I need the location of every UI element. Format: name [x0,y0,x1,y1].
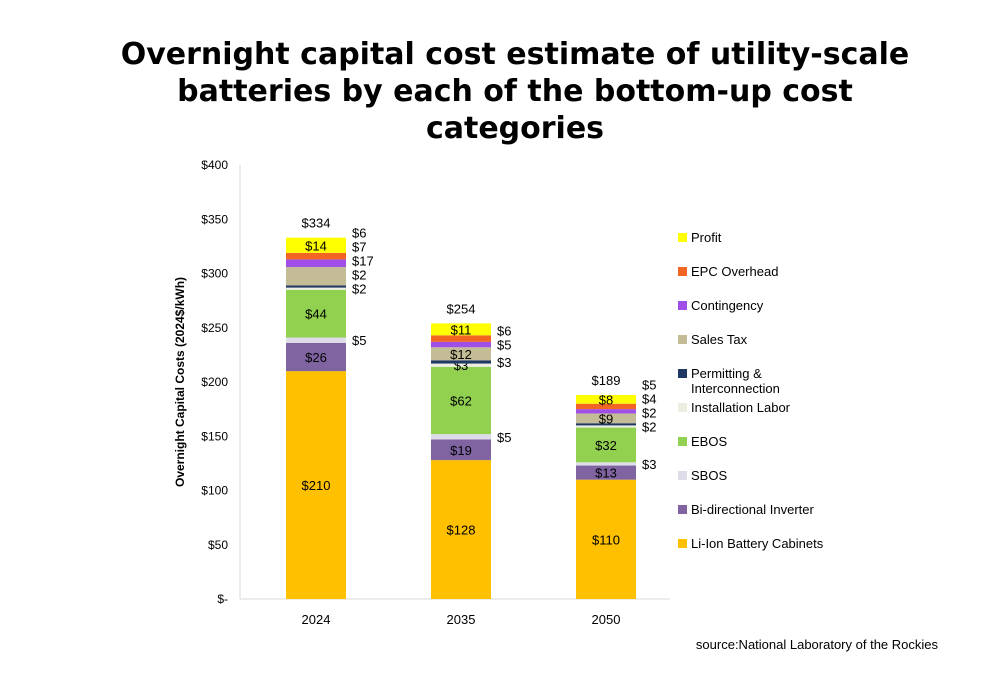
data-label: $62 [450,393,472,408]
bar-segment-2035 [431,335,491,342]
y-tick-label: $200 [201,375,228,389]
legend-label: Bi-directional Inverter [691,502,814,517]
bar-segment-2050 [576,423,636,426]
total-label: $254 [447,301,476,316]
data-label: $5 [352,333,366,348]
legend-swatch [678,403,687,412]
data-label: $11 [451,322,472,337]
y-tick-label: $400 [201,158,228,172]
data-label: $13 [595,466,617,481]
legend-label: Permitting & [691,366,762,381]
bar-segment-2024 [286,259,346,267]
y-tick-label: $- [217,592,228,606]
legend-swatch [678,267,687,276]
bar-segment-2050 [576,413,636,424]
data-label: $8 [599,392,613,407]
bar-segment-2024 [286,266,346,286]
data-label: $3 [497,355,511,370]
bar-segment-2050 [576,427,636,463]
bar-segment-2035 [431,366,491,435]
legend-swatch [678,233,687,242]
bar-segment-2050 [576,479,636,599]
y-axis-label: Overnight Capital Costs (2024$/kWh) [173,277,187,487]
data-label: $210 [302,478,331,493]
data-label: $6 [352,226,366,241]
data-label: $17 [352,254,374,269]
bar-segment-2050 [576,395,636,404]
data-label: $14 [305,238,327,253]
data-label: $5 [497,430,511,445]
data-label: $2 [642,419,656,434]
bar-segment-2050 [576,425,636,428]
legend-swatch [678,539,687,548]
bar-segment-2024 [286,285,346,288]
data-label: $110 [592,532,620,547]
bar-segment-2035 [431,341,491,348]
bar-segment-2035 [431,323,491,336]
legend-swatch [678,301,687,310]
data-label: $2 [352,268,366,283]
legend-swatch [678,505,687,514]
bar-segment-2024 [286,289,346,338]
y-tick-label: $300 [201,267,228,281]
bar-segment-2024 [286,337,346,343]
bar-segment-2035 [431,363,491,367]
y-tick-label: $100 [201,484,228,498]
bar-segment-2035 [431,360,491,364]
legend-label: Li-Ion Battery Cabinets [691,536,824,551]
legend-swatch [678,335,687,344]
data-label: $9 [599,411,613,426]
bar-segment-2024 [286,287,346,290]
bar-segment-2035 [431,460,491,599]
total-label: $189 [592,373,621,388]
legend-label: Contingency [691,298,764,313]
bar-segment-2024 [286,371,346,599]
data-label: $44 [305,307,327,322]
bar-segment-2050 [576,409,636,414]
x-tick-label: 2050 [592,612,621,627]
legend-label: Sales Tax [691,332,748,347]
bar-segment-2050 [576,403,636,410]
data-label: $32 [595,438,617,453]
legend-swatch [678,437,687,446]
data-label: $6 [497,324,511,339]
legend-swatch [678,369,687,378]
legend-label: Interconnection [691,381,780,396]
data-label: $2 [352,282,366,297]
bar-segment-2024 [286,342,346,372]
data-label: $128 [447,523,476,538]
data-label: $4 [642,391,656,406]
bar-segment-2024 [286,252,346,260]
bar-segment-2050 [576,462,636,466]
y-tick-label: $350 [201,212,228,226]
data-label: $7 [352,240,366,255]
legend-label: Profit [691,230,722,245]
chart-title: Overnight capital cost estimate of utili… [120,37,910,146]
legend-label: EPC Overhead [691,264,778,279]
y-tick-label: $250 [201,321,228,335]
bar-segment-2035 [431,347,491,361]
data-label: $5 [497,338,511,353]
data-label: $5 [642,377,656,392]
legend-label: EBOS [691,434,727,449]
data-label: $26 [305,350,327,365]
bar-segment-2035 [431,434,491,440]
x-tick-label: 2024 [302,612,331,627]
x-tick-label: 2035 [447,612,476,627]
data-label: $2 [642,405,656,420]
bar-segment-2024 [286,237,346,253]
source-note: source:National Laboratory of the Rockie… [695,637,938,652]
total-label: $334 [302,216,331,231]
legend-label: Installation Labor [691,400,791,415]
legend-swatch [678,471,687,480]
y-tick-label: $50 [208,538,228,552]
data-label: $12 [450,347,472,362]
bar-segment-2050 [576,465,636,480]
data-label: $19 [450,443,472,458]
data-label: $3 [642,457,656,472]
y-tick-label: $150 [201,429,228,443]
legend-label: SBOS [691,468,727,483]
bar-segment-2035 [431,439,491,461]
